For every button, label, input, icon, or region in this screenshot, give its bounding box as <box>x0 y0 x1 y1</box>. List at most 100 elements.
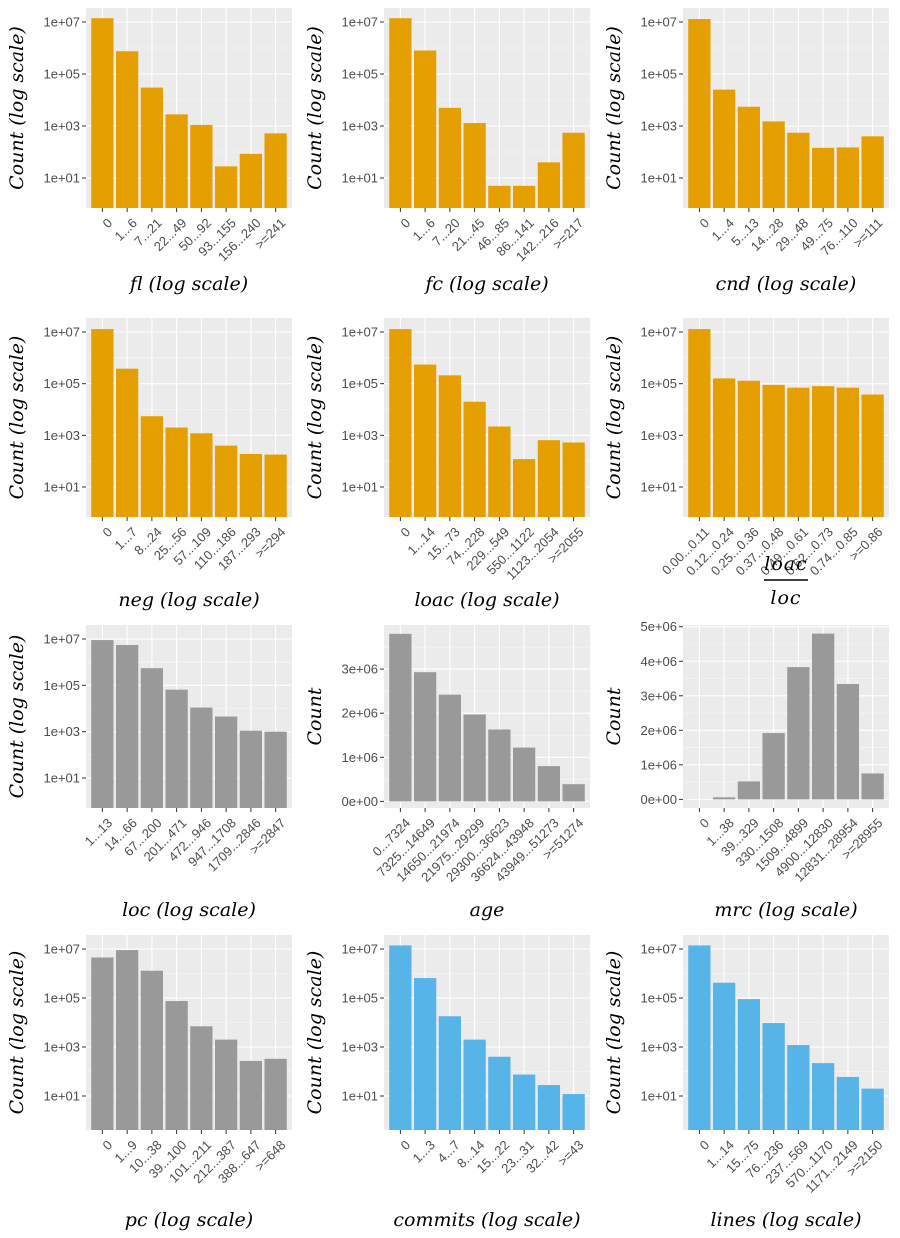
bar <box>861 773 884 800</box>
x-axis-label: loac (log scale) <box>414 589 559 611</box>
bar <box>562 442 585 517</box>
y-tick-label: 3e+06 <box>640 688 677 703</box>
y-tick-label: 1e+01 <box>43 171 80 186</box>
y-axis-label: Count (log scale) <box>603 951 625 1115</box>
bar <box>239 453 263 517</box>
bar <box>861 1088 884 1130</box>
x-tick-label: 0 <box>697 1137 713 1153</box>
bar <box>214 166 238 208</box>
bar <box>190 1026 213 1130</box>
y-tick-label: 1e+07 <box>640 325 677 340</box>
bar <box>712 982 736 1130</box>
y-tick-label: 1e+03 <box>640 119 677 134</box>
bar <box>214 716 238 808</box>
x-axis-label: age <box>470 899 505 921</box>
chart-panel-9: 0e+001e+062e+063e+064e+065e+0601...3839.… <box>603 619 889 921</box>
bar <box>737 106 761 208</box>
bar <box>512 459 536 517</box>
bar <box>438 107 462 208</box>
bar <box>389 633 412 802</box>
bar <box>115 51 139 208</box>
chart-panel-6: 1e+011e+031e+051e+070.00...0.110.12...0.… <box>603 318 889 609</box>
y-tick-label: 1e+05 <box>640 376 677 391</box>
bar <box>438 694 462 802</box>
y-tick-label: 2e+06 <box>341 706 378 721</box>
bar <box>562 1094 585 1130</box>
bar <box>537 1085 561 1130</box>
bar <box>264 731 287 808</box>
x-tick-label: 0 <box>100 524 116 540</box>
bar <box>762 733 785 800</box>
bar <box>115 368 139 517</box>
y-axis-label: Count (log scale) <box>603 336 625 500</box>
x-axis-label-denominator: loc <box>770 587 801 609</box>
bar <box>737 999 761 1130</box>
bar <box>787 132 810 208</box>
bar <box>712 797 736 800</box>
y-tick-label: 2e+06 <box>640 723 677 738</box>
bar <box>389 18 412 209</box>
x-tick-label: 0 <box>100 215 116 231</box>
x-axis-label: neg (log scale) <box>118 589 259 611</box>
chart-panel-12: 1e+011e+031e+051e+0701...1415...7576...2… <box>603 935 889 1231</box>
bar <box>762 121 785 208</box>
y-tick-label: 1e+01 <box>341 480 378 495</box>
chart-panel-5: 1e+011e+031e+051e+0701...1415...7374...2… <box>304 318 590 611</box>
y-tick-label: 1e+03 <box>640 1040 677 1055</box>
y-tick-label: 1e+07 <box>341 325 378 340</box>
bar <box>688 945 711 1130</box>
y-tick-label: 4e+06 <box>640 654 677 669</box>
y-tick-label: 1e+07 <box>341 942 378 957</box>
bar <box>762 384 785 517</box>
x-axis-label-numerator: loac <box>764 553 807 575</box>
bar <box>811 633 835 800</box>
bar <box>512 747 536 802</box>
y-tick-label: 1e+01 <box>640 480 677 495</box>
bar <box>562 132 585 208</box>
x-axis-label: lines (log scale) <box>710 1209 861 1231</box>
y-axis-label: Count (log scale) <box>304 26 326 190</box>
bar <box>264 1058 287 1130</box>
chart-panel-4: 1e+011e+031e+051e+0701...78...2425...565… <box>6 318 292 611</box>
bar <box>190 433 213 517</box>
bar <box>115 950 139 1130</box>
x-axis-label: cnd (log scale) <box>716 273 857 295</box>
bar <box>190 707 213 808</box>
y-axis-label: Count <box>603 687 625 745</box>
chart-panel-3: 1e+011e+031e+051e+0701...45...1314...282… <box>603 8 889 295</box>
chart-panel-7: 1e+011e+031e+051e+071...1314...6667...20… <box>6 625 292 921</box>
bar <box>537 766 561 802</box>
y-tick-label: 1e+07 <box>43 325 80 340</box>
bar <box>512 1074 536 1130</box>
chart-panel-1: 1e+011e+031e+051e+0701...67...2122...495… <box>6 8 292 295</box>
bar <box>214 445 238 517</box>
y-tick-label: 1e+03 <box>43 119 80 134</box>
y-tick-label: 1e+07 <box>640 15 677 30</box>
bar <box>836 147 860 208</box>
x-tick-label: 0 <box>697 815 713 831</box>
bar <box>787 387 810 517</box>
bar <box>712 378 736 517</box>
y-tick-label: 1e+01 <box>43 480 80 495</box>
y-tick-label: 1e+01 <box>43 1089 80 1104</box>
y-tick-label: 1e+01 <box>341 171 378 186</box>
y-tick-label: 1e+05 <box>43 991 80 1006</box>
bar <box>389 329 412 517</box>
x-tick-label: 0 <box>697 215 713 231</box>
bar <box>836 387 860 517</box>
y-axis-label: Count (log scale) <box>603 26 625 190</box>
bar <box>264 133 287 208</box>
bar <box>737 380 761 517</box>
bar <box>413 978 437 1130</box>
bar <box>488 1056 511 1130</box>
bar <box>537 440 561 517</box>
bar <box>91 957 114 1130</box>
bar <box>463 123 486 208</box>
bar <box>165 1001 188 1130</box>
bar <box>264 454 287 517</box>
bar <box>737 781 761 800</box>
y-tick-label: 1e+07 <box>43 942 80 957</box>
y-tick-label: 1e+01 <box>640 171 677 186</box>
bar <box>413 50 437 209</box>
